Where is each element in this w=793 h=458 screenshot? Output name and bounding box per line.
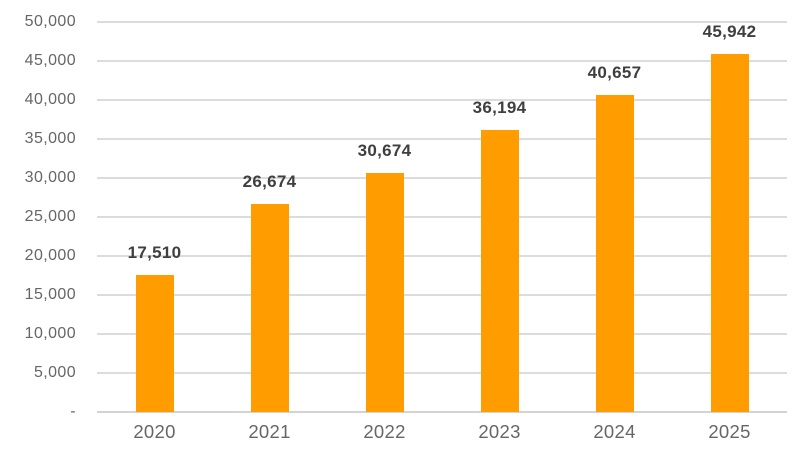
bar-value-label: 30,674 — [357, 140, 412, 160]
gridline — [97, 138, 787, 140]
gridline — [97, 333, 787, 335]
bar-value-label: 17,510 — [127, 243, 182, 263]
y-axis-tick-label: 35,000 — [24, 130, 76, 147]
gridline — [97, 60, 787, 62]
x-axis-tick-label: 2021 — [248, 421, 291, 442]
bar-2023 — [480, 129, 519, 412]
bar-2022 — [365, 172, 404, 412]
bar-2020 — [135, 275, 174, 412]
y-axis-tick-label: 40,000 — [24, 91, 76, 108]
x-axis: 2020 2021 2022 2023 2024 2025 — [97, 421, 787, 451]
x-axis-line — [97, 411, 787, 413]
y-axis-tick-label: 45,000 — [24, 52, 76, 69]
bar-2021 — [250, 203, 289, 412]
x-axis-tick-label: 2024 — [593, 421, 636, 442]
gridline — [97, 177, 787, 179]
x-axis-tick-label: 2020 — [133, 421, 176, 442]
y-axis-tick-label: 5,000 — [33, 364, 76, 381]
gridline — [97, 294, 787, 296]
y-axis-tick-label: 50,000 — [24, 13, 76, 30]
gridline — [97, 255, 787, 257]
y-axis-tick-label: 15,000 — [24, 286, 76, 303]
gridline — [97, 99, 787, 101]
bar-value-label: 26,674 — [242, 171, 297, 191]
y-axis-tick-label: 25,000 — [24, 208, 76, 225]
bar-value-label: 45,942 — [702, 21, 757, 41]
bar-value-label: 40,657 — [587, 62, 642, 82]
bar-value-label: 36,194 — [472, 97, 527, 117]
x-axis-tick-label: 2023 — [478, 421, 521, 442]
y-axis-tick-label: 30,000 — [24, 169, 76, 186]
gridline — [97, 372, 787, 374]
plot-area: 17,510 26,674 30,674 36,194 40,657 45,942 — [97, 21, 787, 413]
y-axis-tick-label: - — [70, 403, 76, 420]
y-axis-tick-label: 10,000 — [24, 325, 76, 342]
gridline — [97, 21, 787, 23]
bar-2024 — [595, 94, 634, 412]
x-axis-tick-label: 2025 — [708, 421, 751, 442]
x-axis-tick-label: 2022 — [363, 421, 406, 442]
y-axis-tick-label: 20,000 — [24, 247, 76, 264]
bar-2025 — [710, 53, 749, 412]
y-axis: - 5,000 10,000 15,000 20,000 25,000 30,000 35,0… — [0, 13, 76, 420]
gridline — [97, 216, 787, 218]
